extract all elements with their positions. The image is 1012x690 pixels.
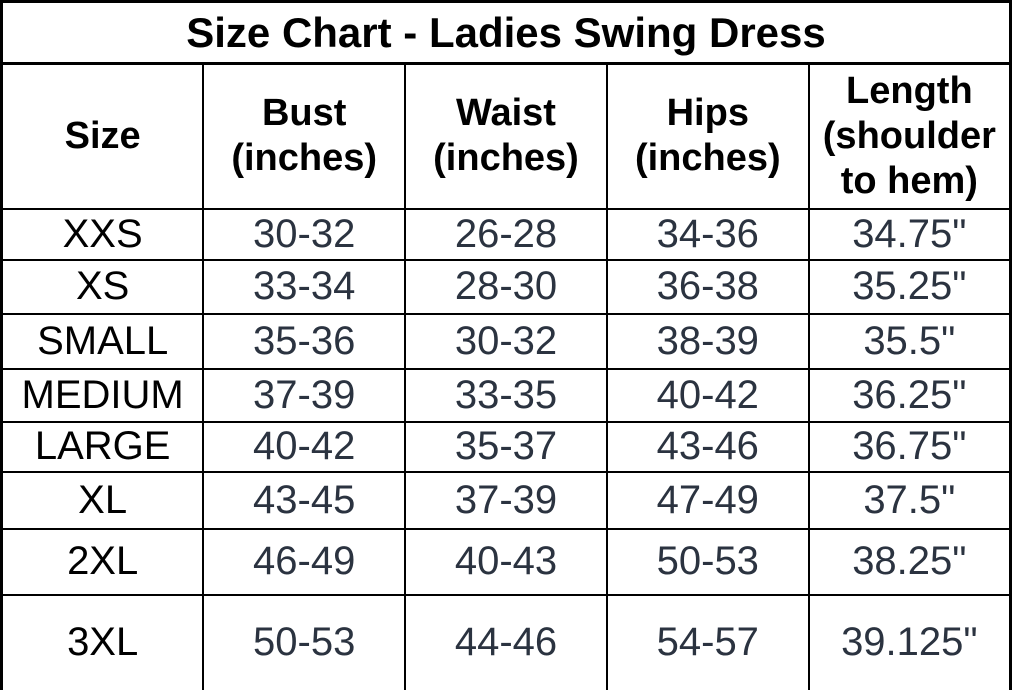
length-cell: 38.25" — [807, 527, 1012, 596]
waist-cell: 35-37 — [404, 420, 608, 473]
length-cell: 35.25" — [807, 258, 1012, 315]
size-cell: XL — [0, 470, 205, 530]
title-row: Size Chart - Ladies Swing Dress — [0, 0, 1012, 65]
bust-cell: 37-39 — [202, 367, 407, 423]
waist-cell: 33-35 — [404, 367, 608, 423]
table-row: XL 43-45 37-39 47-49 37.5" — [0, 470, 1012, 530]
hips-cell: 40-42 — [605, 367, 810, 423]
bust-cell: 40-42 — [202, 420, 407, 473]
column-header-waist: Waist (inches) — [404, 62, 608, 210]
length-cell: 39.125" — [807, 593, 1012, 690]
page-title: Size Chart - Ladies Swing Dress — [0, 0, 1012, 65]
hips-cell: 50-53 — [605, 527, 810, 596]
table-row: SMALL 35-36 30-32 38-39 35.5" — [0, 312, 1012, 370]
hips-cell: 36-38 — [605, 258, 810, 315]
bust-cell: 43-45 — [202, 470, 407, 530]
bust-cell: 35-36 — [202, 312, 407, 370]
column-header-hips: Hips (inches) — [605, 62, 810, 210]
length-cell: 34.75" — [807, 207, 1012, 261]
waist-cell: 37-39 — [404, 470, 608, 530]
waist-cell: 28-30 — [404, 258, 608, 315]
length-cell: 36.25" — [807, 367, 1012, 423]
bust-cell: 30-32 — [202, 207, 407, 261]
table-row: 2XL 46-49 40-43 50-53 38.25" — [0, 527, 1012, 596]
table-row: 3XL 50-53 44-46 54-57 39.125" — [0, 593, 1012, 690]
hips-cell: 43-46 — [605, 420, 810, 473]
table-row: LARGE 40-42 35-37 43-46 36.75" — [0, 420, 1012, 473]
table-row: XS 33-34 28-30 36-38 35.25" — [0, 258, 1012, 315]
length-cell: 37.5" — [807, 470, 1012, 530]
column-header-length: Length (shoulder to hem) — [807, 62, 1012, 210]
length-cell: 35.5" — [807, 312, 1012, 370]
waist-cell: 26-28 — [404, 207, 608, 261]
header-row: Size Bust (inches) Waist (inches) Hips (… — [0, 62, 1012, 210]
size-cell: XXS — [0, 207, 205, 261]
table-row: XXS 30-32 26-28 34-36 34.75" — [0, 207, 1012, 261]
size-cell: SMALL — [0, 312, 205, 370]
size-cell: LARGE — [0, 420, 205, 473]
column-header-size: Size — [0, 62, 205, 210]
length-cell: 36.75" — [807, 420, 1012, 473]
waist-cell: 44-46 — [404, 593, 608, 690]
hips-cell: 47-49 — [605, 470, 810, 530]
size-cell: 3XL — [0, 593, 205, 690]
hips-cell: 34-36 — [605, 207, 810, 261]
bust-cell: 33-34 — [202, 258, 407, 315]
waist-cell: 40-43 — [404, 527, 608, 596]
table-row: MEDIUM 37-39 33-35 40-42 36.25" — [0, 367, 1012, 423]
waist-cell: 30-32 — [404, 312, 608, 370]
size-cell: XS — [0, 258, 205, 315]
column-header-bust: Bust (inches) — [202, 62, 407, 210]
hips-cell: 54-57 — [605, 593, 810, 690]
size-cell: MEDIUM — [0, 367, 205, 423]
size-cell: 2XL — [0, 527, 205, 596]
bust-cell: 46-49 — [202, 527, 407, 596]
hips-cell: 38-39 — [605, 312, 810, 370]
bust-cell: 50-53 — [202, 593, 407, 690]
